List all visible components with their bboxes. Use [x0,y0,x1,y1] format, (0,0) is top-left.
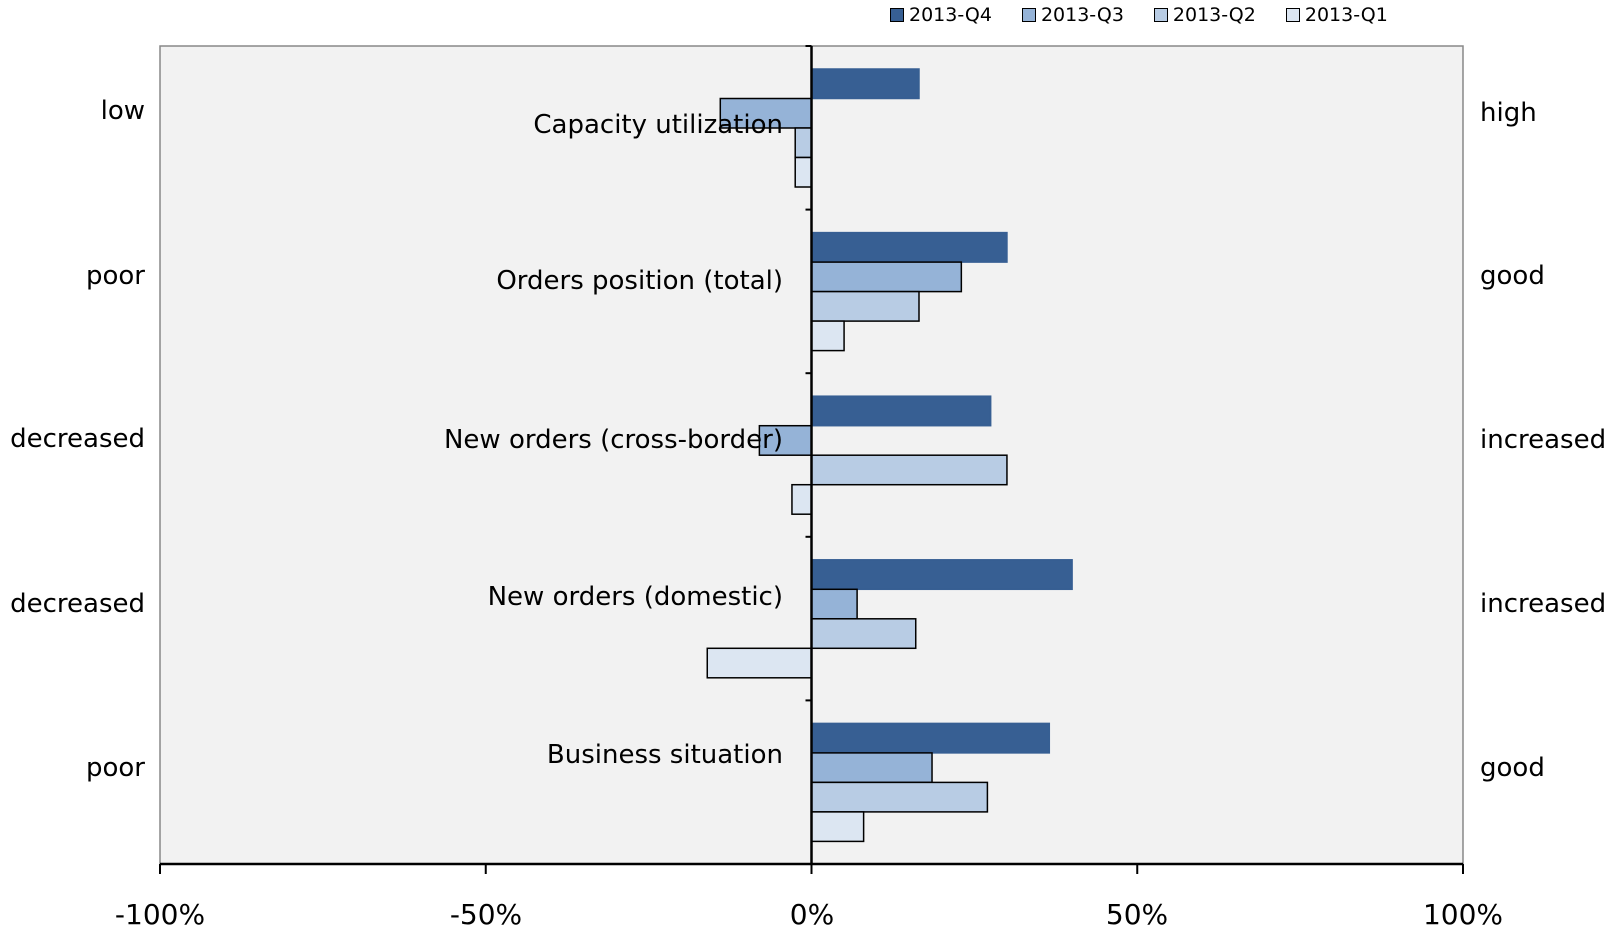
bar-2013-Q3-4 [810,752,933,784]
bars-group [706,68,1073,843]
category-label-capacity: Capacity utilization [533,110,783,140]
bar-2013-Q1-4 [810,811,865,843]
bar-2013-Q2-1 [810,290,920,322]
bar-2013-Q4-3 [810,559,1073,591]
bar-2013-Q2-0 [794,127,813,159]
bar-2013-Q4-2 [810,395,992,427]
bar-2013-Q4-0 [810,68,920,100]
legend-label-q1: 2013-Q1 [1304,4,1388,26]
bar-2013-Q3-1 [810,261,963,293]
bar-2013-Q1-2 [791,483,813,515]
legend-label-q2: 2013-Q2 [1172,4,1256,26]
right-label-capacity: high [1480,98,1537,128]
category-label-business: Business situation [546,740,783,770]
bar-2013-Q4-1 [810,231,1008,263]
category-label-domestic: New orders (domestic) [487,582,783,612]
left-label-capacity: low [100,96,145,126]
category-label-orders-position: Orders position (total) [496,266,783,296]
left-label-cross-border: decreased [10,424,145,454]
legend-label-q3: 2013-Q3 [1040,4,1124,26]
bar-2013-Q3-0 [719,97,813,129]
x-tick-label-100: 100% [1422,898,1504,931]
bar-2013-Q3-2 [758,424,813,456]
legend-swatch-q1 [1285,8,1300,22]
legend-swatch-q4 [890,8,904,22]
bar-2013-Q1-1 [810,320,845,352]
bar-2013-Q2-4 [810,781,989,813]
legend-item-q1: 2013-Q1 [1285,4,1388,26]
x-tick-label-minus-50: -50% [449,898,523,931]
legend-swatch-q3 [1021,8,1036,22]
left-label-orders-position: poor [85,261,145,291]
legend: 2013-Q4 2013-Q3 2013-Q2 2013-Q1 [890,4,1388,26]
x-tick-label-minus-100: -100% [114,898,206,931]
left-label-domestic: decreased [10,589,145,619]
legend-item-q2: 2013-Q2 [1153,4,1256,26]
right-label-domestic: increased [1480,589,1607,619]
axes-group [159,45,1464,874]
x-tick-label-50: 50% [1105,898,1169,931]
bar-2013-Q2-2 [810,454,1008,486]
legend-item-q3: 2013-Q3 [1021,4,1124,26]
legend-label-q4: 2013-Q4 [909,4,992,26]
bar-2013-Q1-0 [794,156,813,188]
x-tick-label-0: 0% [789,898,835,931]
left-label-business: poor [85,753,145,783]
bar-2013-Q1-3 [706,647,813,679]
bar-2013-Q3-3 [810,588,858,620]
right-label-business: good [1480,753,1545,783]
right-label-cross-border: increased [1480,425,1607,455]
bar-2013-Q2-3 [810,618,917,650]
legend-swatch-q2 [1153,8,1168,22]
right-label-orders-position: good [1480,261,1545,291]
category-label-cross-border: New orders (cross-border) [443,425,783,455]
bar-2013-Q4-4 [810,722,1051,754]
legend-item-q4: 2013-Q4 [890,4,992,26]
